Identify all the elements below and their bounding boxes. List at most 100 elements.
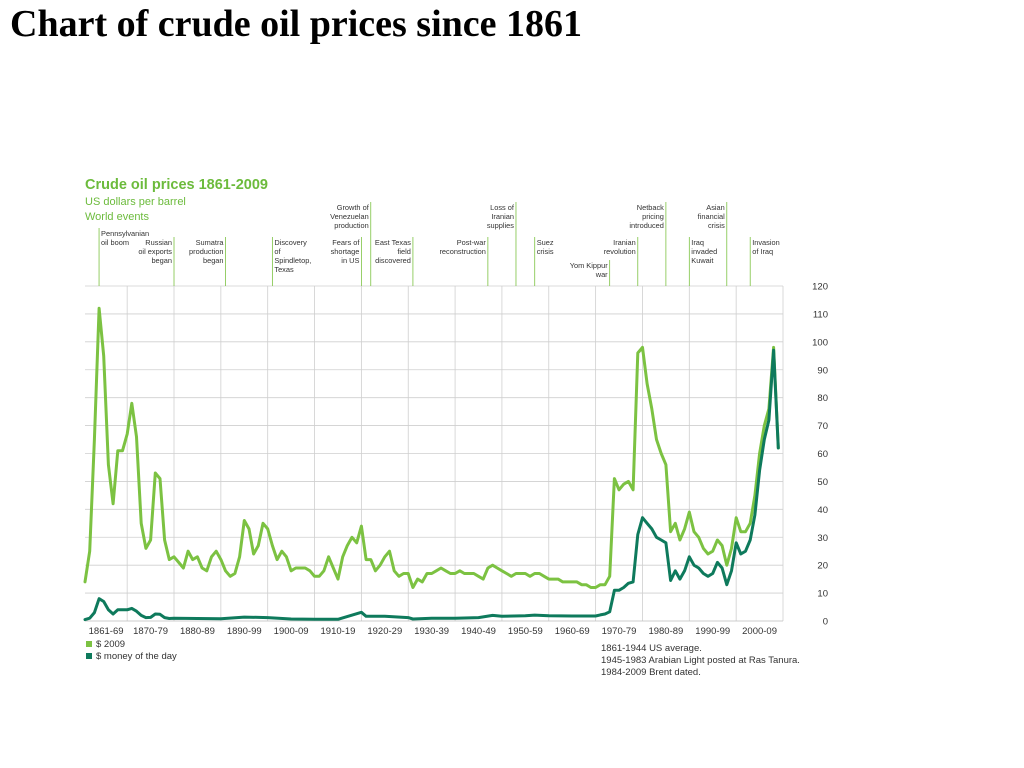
series-line-2009-dollars [83,306,780,589]
x-tick-label: 1870-79 [133,626,168,637]
event-label: Invasion of Iraq [752,238,780,256]
x-tick-label: 1910-19 [321,626,356,637]
y-tick-label: 80 [817,393,828,404]
event-label: Netback pricing introduced [629,203,664,230]
source-notes: 1861-1944 US average.1945-1983 Arabian L… [601,643,800,678]
event-label-line: began [151,256,172,265]
y-axis-ticks: 0 10 20 30 40 50 60 70 80 90 100 110 120 [812,282,828,628]
event-label-line: oil exports [138,247,172,256]
event-label-line: Russian [145,238,172,247]
event-label-line: Iranian [613,238,636,247]
x-axis-ticks: 1861-69 1870-79 1880-89 1890-99 1900-09 1910-… [89,626,777,637]
x-tick-label: 1880-89 [180,626,215,637]
events-heading: World events [85,211,149,223]
y-tick-label: 40 [817,505,828,516]
x-tick-label: 2000-09 [742,626,777,637]
x-tick-label: 1890-99 [227,626,262,637]
event-label-line: field [397,247,411,256]
grid [85,285,784,622]
event-label: Post-war reconstruction [439,238,486,256]
event-label-line: crisis [708,221,725,230]
event-label-line: production [334,221,369,230]
y-tick-label: 10 [817,589,828,600]
event-label-line: revolution [604,247,636,256]
event-label-line: Fears of [332,238,360,247]
event-label: Asian financial crisis [698,203,725,230]
event-label-line: invaded [691,247,717,256]
x-tick-label: 1920-29 [367,626,402,637]
event-label: Fears of shortage in US [331,238,361,265]
event-label: Russian oil exports began [138,238,172,265]
y-tick-label: 100 [812,337,828,348]
event-label-line: pricing [642,212,664,221]
source-note: 1984-2009 Brent dated. [601,667,701,678]
event-label-line: oil boom [101,238,129,247]
event-label: Iraq invaded Kuwait [691,238,717,265]
event-label-line: introduced [629,221,664,230]
event-label-line: Invasion [752,238,780,247]
x-tick-label: 1900-09 [274,626,309,637]
event-label-line: Kuwait [691,256,713,265]
legend-label: $ 2009 [96,639,125,650]
event-label-line: Spindletop, [274,256,311,265]
event-label-line: Suez [537,238,554,247]
event-label-line: of [274,247,281,256]
x-tick-label: 1940-49 [461,626,496,637]
event-label: East Texas field discovered [375,238,411,265]
event-label: Growth of Venezuelan production [330,203,370,230]
legend-label: $ money of the day [96,651,177,662]
event-label-line: East Texas [375,238,411,247]
x-tick-label: 1980-89 [648,626,683,637]
event-label-line: Loss of [490,203,515,212]
event-label-line: crisis [537,247,554,256]
y-tick-label: 110 [813,309,828,320]
event-label-line: of Iraq [752,247,773,256]
chart-subtitle: US dollars per barrel [85,196,186,208]
event-label: Iranian revolution [604,238,636,256]
y-tick-label: 20 [817,561,828,572]
event-label: Loss of Iranian supplies [487,203,515,230]
series-lines [83,306,780,622]
event-label: Discovery of Spindletop, Texas [274,238,311,274]
event-label-line: Iraq [691,238,704,247]
source-note: 1861-1944 US average. [601,643,702,654]
world-events: Pennsylvanian oil boom Russian oil exports b… [98,202,780,286]
event-label-line: discovered [375,256,411,265]
y-tick-label: 90 [817,365,828,376]
y-tick-label: 0 [823,617,828,628]
x-tick-label: 1990-99 [695,626,730,637]
event-label-line: Yom Kippur [570,261,608,270]
source-note: 1945-1983 Arabian Light posted at Ras Ta… [601,655,800,666]
event-label-line: Asian [706,203,725,212]
event-label-line: war [595,270,608,279]
event-label-line: began [203,256,224,265]
event-label-line: Growth of [337,203,370,212]
y-tick-label: 50 [817,477,828,488]
event-label-line: supplies [487,221,514,230]
event-label: Sumatra production began [189,238,224,265]
event-label-line: Iranian [491,212,514,221]
event-label-line: production [189,247,224,256]
event-label-line: shortage [331,247,360,256]
series-line-money-of-the-day [83,348,780,622]
x-tick-label: 1970-79 [602,626,637,637]
slide-title: Chart of crude oil prices since 1861 [10,3,583,45]
event-label-line: financial [698,212,725,221]
event-label: Pennsylvanian oil boom [101,229,149,247]
y-tick-label: 120 [812,282,828,293]
event-label-line: Discovery [274,238,307,247]
event-label: Suez crisis [537,238,554,256]
event-label-line: Texas [274,265,294,274]
y-tick-label: 60 [817,449,828,460]
x-tick-label: 1930-39 [414,626,449,637]
event-label-line: in US [341,256,359,265]
x-tick-label: 1861-69 [89,626,124,637]
event-label-line: reconstruction [439,247,485,256]
event-label-line: Post-war [457,238,487,247]
legend-swatch [86,641,92,647]
event-label-line: Pennsylvanian [101,229,149,238]
y-tick-label: 70 [817,421,828,432]
legend-swatch [86,653,92,659]
x-tick-label: 1960-69 [555,626,590,637]
event-label-line: Netback [637,203,664,212]
